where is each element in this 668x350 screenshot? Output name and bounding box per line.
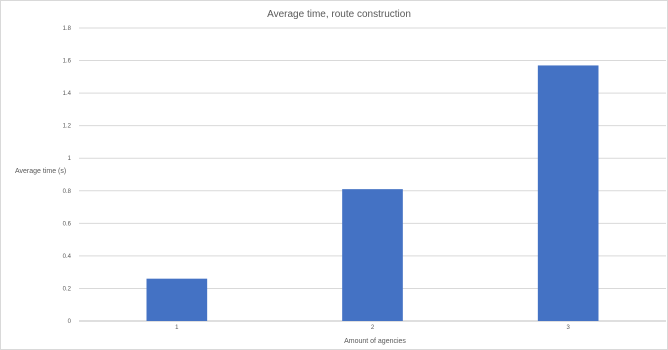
x-tick-label: 2 <box>371 325 375 331</box>
y-tick-label: 0.6 <box>63 221 72 227</box>
y-tick-label: 0.8 <box>63 189 72 195</box>
x-axis-title: Amount of agencies <box>344 338 406 345</box>
y-tick-label: 1 <box>68 156 72 162</box>
y-tick-label: 1.6 <box>63 59 72 65</box>
y-tick-label: 1.2 <box>63 124 72 130</box>
y-tick-label: 0.4 <box>63 254 72 260</box>
x-axis-ticks: 1 2 3 <box>175 325 570 331</box>
bar-2 <box>342 189 403 321</box>
bar-1 <box>146 278 208 321</box>
y-tick-label: 0.2 <box>63 286 72 292</box>
y-tick-label: 1.4 <box>63 91 72 97</box>
bars <box>146 65 599 321</box>
y-axis-title: Average time (s) <box>15 168 66 175</box>
chart-title: Average time, route construction <box>267 9 411 20</box>
y-tick-label: 0 <box>68 319 72 325</box>
y-tick-label: 1.8 <box>63 26 72 32</box>
y-axis-ticks: 0 0.2 0.4 0.6 0.8 1 1.2 1.4 1.6 1.8 <box>63 26 72 325</box>
x-tick-label: 1 <box>175 325 179 331</box>
bar-3 <box>537 65 599 321</box>
x-tick-label: 3 <box>566 325 570 331</box>
